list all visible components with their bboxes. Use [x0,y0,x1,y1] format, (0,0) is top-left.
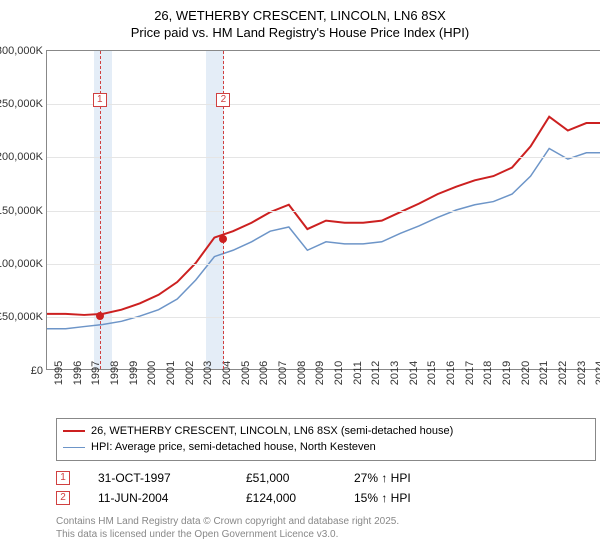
sale-dot [219,235,227,243]
licence-line2: This data is licensed under the Open Gov… [56,529,338,540]
gridline-h [47,104,600,105]
legend-box: 26, WETHERBY CRESCENT, LINCOLN, LN6 8SX … [56,418,596,461]
gridline-h [47,211,600,212]
sale-row-pct: 15% ↑ HPI [354,491,411,505]
gridline-h [47,264,600,265]
legend-line-swatch [63,447,85,448]
sale-marker-box: 1 [93,93,107,107]
y-axis-label: £250,000K [0,98,43,110]
sale-row-marker: 1 [56,471,70,485]
sale-row: 1 31-OCT-1997 £51,000 27% ↑ HPI [56,471,596,485]
chart-lines-svg [47,51,600,369]
y-axis-label: £150,000K [0,205,43,217]
legend-row: 26, WETHERBY CRESCENT, LINCOLN, LN6 8SX … [63,423,589,440]
sale-row-date: 11-JUN-2004 [98,491,218,505]
legend-area: 26, WETHERBY CRESCENT, LINCOLN, LN6 8SX … [56,418,596,541]
sales-list: 1 31-OCT-1997 £51,000 27% ↑ HPI 2 11-JUN-2004… [56,471,596,505]
series-hpi [47,148,600,328]
sale-dot [96,312,104,320]
sale-row-price: £124,000 [246,491,326,505]
sale-row-date: 31-OCT-1997 [98,471,218,485]
sale-row-pct: 27% ↑ HPI [354,471,411,485]
series-price_paid [47,116,600,314]
legend-row: HPI: Average price, semi-detached house,… [63,439,589,456]
chart-container: 26, WETHERBY CRESCENT, LINCOLN, LN6 8SX … [0,0,600,560]
y-axis-label: £100,000K [0,258,43,270]
y-axis-label: £50,000K [0,311,43,323]
y-axis-label: £200,000K [0,151,43,163]
licence-line1: Contains HM Land Registry data © Crown c… [56,516,399,527]
legend-label: 26, WETHERBY CRESCENT, LINCOLN, LN6 8SX … [91,423,453,440]
sale-row: 2 11-JUN-2004 £124,000 15% ↑ HPI [56,491,596,505]
sale-row-marker: 2 [56,491,70,505]
gridline-h [47,317,600,318]
plot-area: £0£50,000K£100,000K£150,000K£200,000K£25… [46,50,600,370]
licence-text: Contains HM Land Registry data © Crown c… [56,515,596,541]
y-axis-label: £300,000K [0,45,43,57]
title-line2: Price paid vs. HM Land Registry's House … [131,25,469,40]
y-axis-label: £0 [31,365,43,377]
gridline-h [47,157,600,158]
sale-marker-box: 2 [216,93,230,107]
title-line1: 26, WETHERBY CRESCENT, LINCOLN, LN6 8SX [154,8,446,23]
legend-line-swatch [63,430,85,432]
chart-title: 26, WETHERBY CRESCENT, LINCOLN, LN6 8SX … [10,8,590,42]
legend-label: HPI: Average price, semi-detached house,… [91,439,376,456]
sale-row-price: £51,000 [246,471,326,485]
